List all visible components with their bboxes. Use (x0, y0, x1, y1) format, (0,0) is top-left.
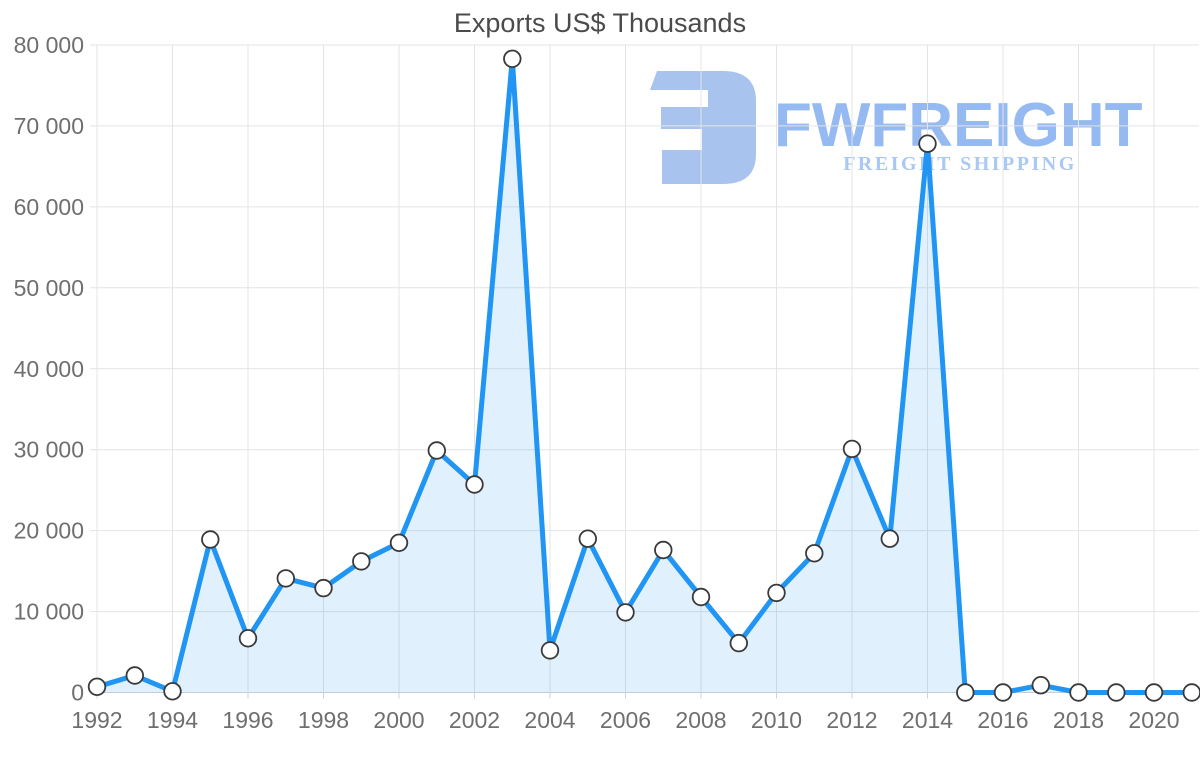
data-point-1994[interactable] (163, 682, 182, 701)
data-point-1993[interactable] (125, 666, 145, 685)
y-axis-label: 70 000 (14, 113, 84, 139)
x-axis-label: 2008 (675, 707, 726, 733)
y-axis-label: 10 000 (14, 599, 84, 625)
data-point-1992[interactable] (87, 677, 107, 697)
data-point-2012[interactable] (842, 439, 862, 459)
x-axis-label: 1992 (71, 707, 122, 733)
data-point-2001[interactable] (427, 441, 447, 460)
x-axis-label: 2002 (449, 707, 500, 733)
x-axis-label: 2016 (977, 707, 1028, 733)
data-point-2015[interactable] (956, 683, 975, 702)
x-axis-label: 1996 (222, 707, 273, 733)
x-axis-label: 2006 (600, 707, 651, 733)
data-point-2016[interactable] (993, 683, 1013, 702)
data-point-2011[interactable] (805, 544, 824, 563)
data-point-1996[interactable] (238, 629, 258, 648)
x-axis-label: 1998 (298, 707, 349, 733)
x-axis-label: 2000 (373, 707, 424, 733)
data-point-2004[interactable] (540, 641, 560, 660)
watermark: FWFREIGHT FREIGHT SHIPPING (646, 71, 1166, 191)
x-axis-label: 2020 (1128, 707, 1179, 733)
data-point-2013[interactable] (880, 529, 900, 548)
series-area-fill (97, 58, 1192, 693)
data-point-1997[interactable] (276, 569, 296, 588)
data-point-2019[interactable] (1107, 683, 1126, 702)
x-axis-label: 2010 (751, 707, 802, 733)
data-point-2021[interactable] (1182, 683, 1200, 702)
data-point-2006[interactable] (616, 603, 635, 622)
x-axis-label: 1994 (147, 707, 198, 733)
y-axis-label: 30 000 (14, 437, 84, 463)
data-point-2020[interactable] (1144, 683, 1164, 702)
x-axis-label: 2004 (524, 707, 575, 733)
data-point-1998[interactable] (314, 578, 333, 598)
data-point-2007[interactable] (654, 540, 673, 560)
y-axis-label: 60 000 (14, 194, 84, 220)
data-point-2018[interactable] (1069, 683, 1088, 702)
y-axis-label: 40 000 (14, 356, 84, 382)
data-point-2010[interactable] (767, 583, 786, 603)
data-point-2000[interactable] (389, 533, 409, 553)
x-axis-label: 2014 (902, 707, 953, 733)
data-point-2009[interactable] (729, 633, 749, 653)
y-axis-label: 50 000 (14, 275, 84, 301)
y-axis-label: 80 000 (14, 32, 84, 58)
data-point-2002[interactable] (465, 475, 484, 494)
data-point-1995[interactable] (201, 530, 220, 549)
y-axis-label: 20 000 (14, 518, 84, 544)
x-axis-label: 2012 (826, 707, 877, 733)
data-point-2003[interactable] (503, 49, 522, 69)
data-point-2014[interactable] (918, 134, 937, 153)
data-point-2008[interactable] (691, 587, 711, 607)
y-axis-label: 0 (71, 680, 84, 706)
data-point-2005[interactable] (578, 529, 598, 548)
fwfreight-logo-icon (650, 71, 756, 184)
fwfreight-logo-glyph (650, 71, 756, 184)
watermark-tagline-text: FREIGHT SHIPPING (843, 153, 1077, 175)
data-point-2017[interactable] (1031, 676, 1051, 695)
data-point-1999[interactable] (352, 552, 371, 571)
x-axis-label: 2018 (1053, 707, 1104, 733)
